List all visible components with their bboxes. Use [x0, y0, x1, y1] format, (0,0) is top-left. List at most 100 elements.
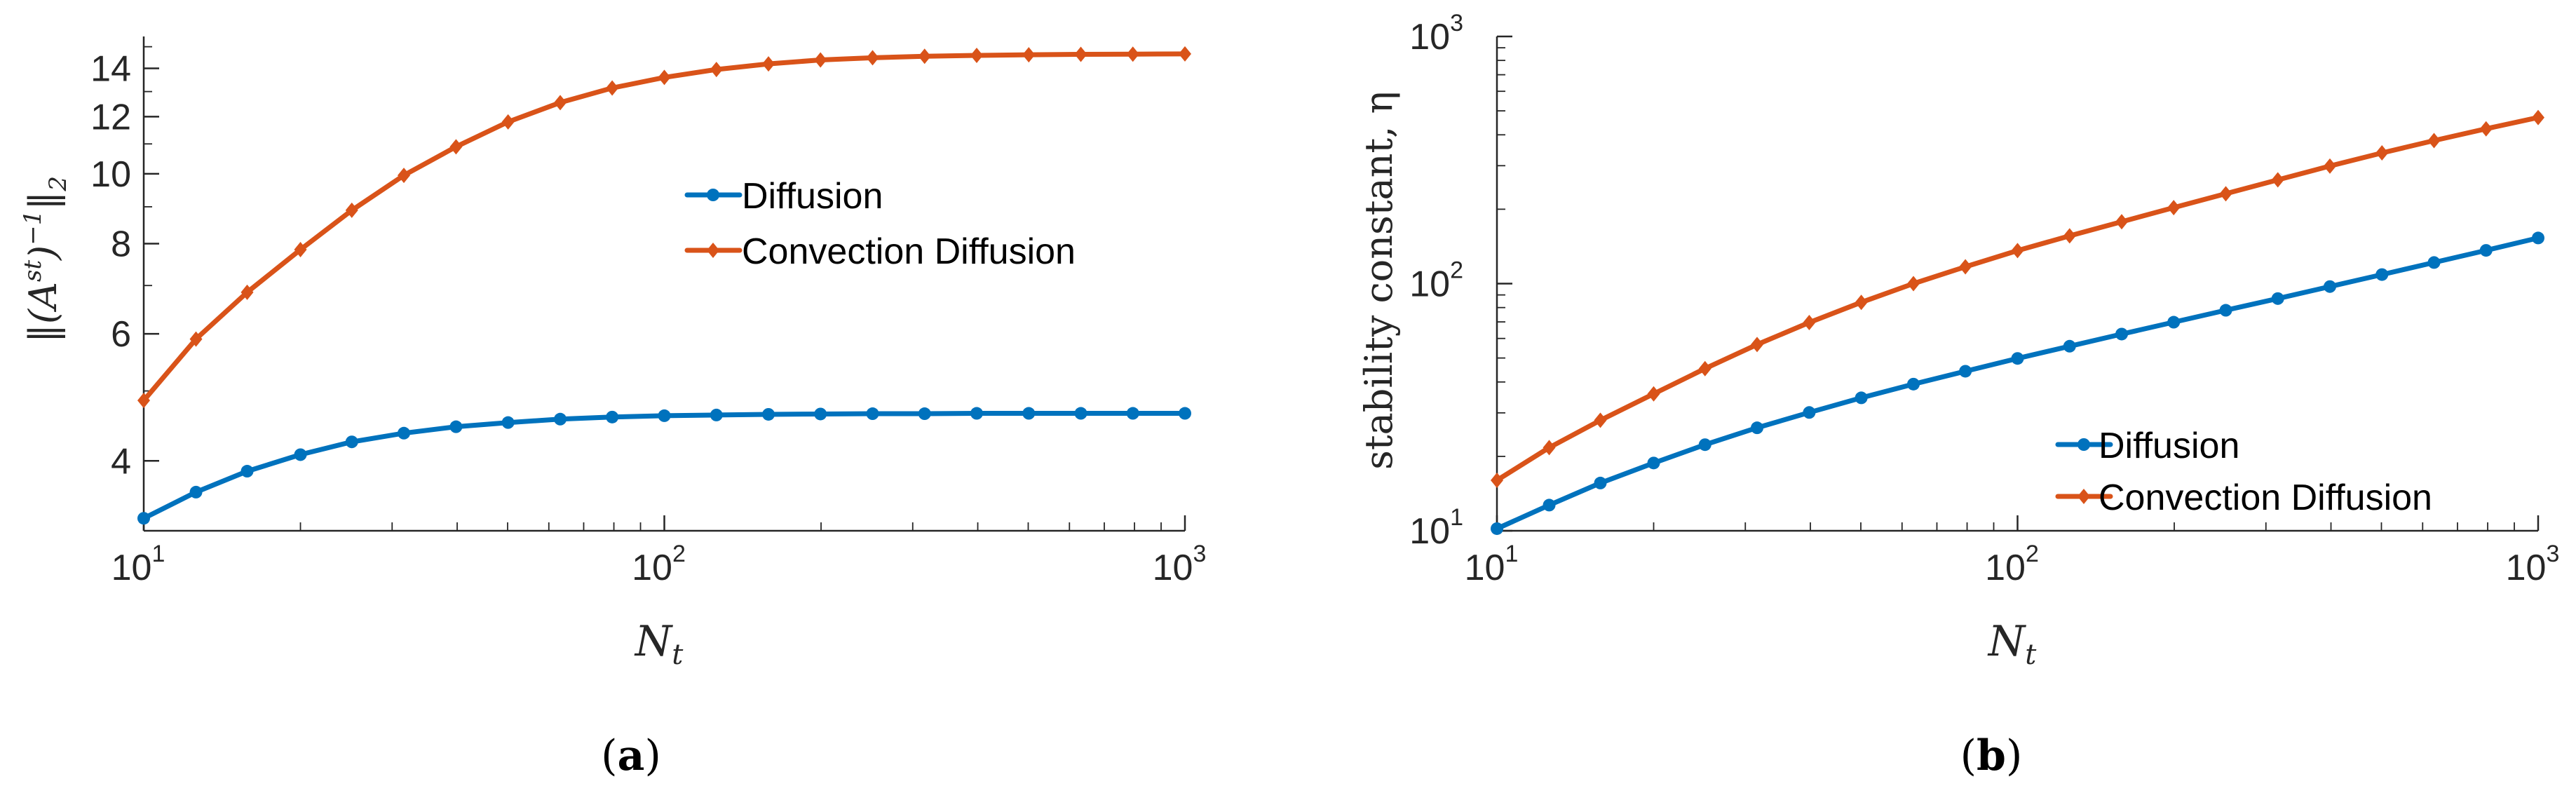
series-line-diffusion [141, 411, 1188, 521]
data-point-convection-diffusion [866, 50, 879, 66]
x-tick-base: 10 [1985, 548, 2026, 588]
data-point-diffusion [606, 410, 619, 423]
panel-label-a-letter: a [618, 731, 645, 780]
legend-b: Diffusion Convection Diffusion [2055, 426, 2432, 518]
ylabel-a-open: ‖(A [21, 282, 65, 343]
x-tick-base: 10 [2506, 548, 2547, 588]
data-point-diffusion [501, 416, 515, 429]
x-axis-label-a: Nt [634, 617, 684, 671]
data-point-diffusion [1543, 499, 1556, 512]
data-point-diffusion [2219, 304, 2232, 317]
data-point-diffusion [918, 407, 931, 421]
panel-label-a-close: ) [644, 731, 660, 780]
y-tick-label: 6 [111, 314, 131, 355]
data-point-convection-diffusion [398, 168, 411, 184]
data-point-convection-diffusion [606, 80, 619, 96]
x-axis-label-b: Nt [1987, 617, 2038, 671]
data-point-convection-diffusion [1074, 46, 1087, 62]
data-point-diffusion [137, 512, 150, 525]
data-point-convection-diffusion [1491, 473, 1503, 489]
data-point-diffusion [2532, 231, 2544, 245]
x-tick-base: 10 [111, 548, 152, 588]
data-point-diffusion [2479, 244, 2493, 257]
data-point-diffusion [1959, 365, 1972, 378]
data-point-diffusion [658, 409, 671, 422]
data-point-diffusion [762, 407, 775, 421]
data-point-diffusion [1647, 456, 1660, 470]
x-tick-label: 103 [2506, 541, 2560, 588]
data-point-convection-diffusion [2219, 186, 2232, 202]
y-tick-label: 103 [1409, 10, 1463, 57]
y-tick-base: 10 [1409, 511, 1450, 552]
data-point-convection-diffusion [1751, 337, 1764, 353]
x-tick-label: 101 [111, 541, 165, 588]
ylabel-a-sup2: −1 [19, 210, 47, 245]
data-point-diffusion [2167, 316, 2181, 329]
legend-entry-convection-diffusion: Convection Diffusion [742, 231, 1076, 272]
legend-entry-diffusion: Diffusion [2099, 426, 2239, 466]
svg-text:‖(Ast)−1‖2: ‖(Ast)−1‖2 [19, 176, 72, 343]
x-tick-exponent: 1 [151, 541, 165, 567]
data-point-convection-diffusion [2375, 145, 2389, 161]
data-point-convection-diffusion [501, 114, 515, 130]
x-tick-label: 102 [1985, 541, 2039, 588]
legend-entry-diffusion: Diffusion [742, 176, 883, 217]
data-point-convection-diffusion [970, 48, 983, 64]
x-tick-label: 102 [632, 541, 686, 588]
y-tick-base: 10 [1409, 17, 1450, 57]
data-point-convection-diffusion [2271, 172, 2284, 188]
data-point-convection-diffusion [449, 139, 463, 155]
panel-label-b-open: ( [1960, 731, 1977, 780]
data-point-convection-diffusion [1855, 294, 1868, 311]
data-point-convection-diffusion [2427, 133, 2441, 149]
panel-label-b-close: ) [2006, 731, 2022, 780]
y-tick-exponent: 3 [1450, 10, 1463, 36]
data-point-convection-diffusion [762, 56, 775, 72]
legend-swatch-convection-marker [707, 243, 719, 258]
x-tick-label: 103 [1153, 541, 1207, 588]
legend-entry-convection-diffusion: Convection Diffusion [2099, 477, 2432, 518]
legend-swatch-diffusion-marker [707, 189, 719, 201]
y-tick-label: 4 [111, 441, 131, 482]
data-point-diffusion [398, 426, 411, 440]
legend-swatch-convection-marker [2077, 489, 2090, 504]
data-point-diffusion [1594, 476, 1607, 489]
panel-label-b-letter: b [1977, 731, 2006, 780]
series-line-convection-diffusion [1494, 115, 2541, 483]
data-point-convection-diffusion [345, 202, 358, 218]
data-point-convection-diffusion [2323, 158, 2336, 174]
x-tick-exponent: 1 [1505, 541, 1518, 567]
data-point-diffusion [240, 465, 254, 478]
data-point-diffusion [2271, 292, 2284, 305]
data-point-convection-diffusion [1698, 360, 1711, 377]
data-point-convection-diffusion [2011, 243, 2024, 259]
data-point-diffusion [1074, 407, 1087, 420]
data-point-convection-diffusion [814, 52, 827, 68]
data-point-diffusion [1751, 421, 1764, 435]
data-point-diffusion [970, 407, 983, 420]
x-tick-exponent: 3 [2546, 541, 2559, 567]
data-point-diffusion [2063, 339, 2076, 353]
x-tick-exponent: 2 [2026, 541, 2039, 567]
x-tick-exponent: 2 [672, 541, 686, 567]
data-point-convection-diffusion [1543, 440, 1556, 456]
data-point-convection-diffusion [658, 69, 671, 86]
data-point-convection-diffusion [2115, 214, 2129, 230]
x-tick-base: 10 [632, 548, 672, 588]
data-point-convection-diffusion [2167, 200, 2181, 216]
y-tick-label: 10 [90, 154, 131, 195]
data-point-diffusion [1907, 377, 1920, 391]
y-axis-label-a: ‖(Ast)−1‖2 [19, 176, 72, 343]
data-point-diffusion [1855, 391, 1868, 405]
data-point-diffusion [294, 448, 307, 461]
data-point-convection-diffusion [2063, 228, 2076, 244]
data-point-convection-diffusion [137, 393, 150, 409]
data-point-convection-diffusion [1803, 314, 1816, 330]
data-point-diffusion [2115, 327, 2129, 341]
y-tick-label: 101 [1409, 504, 1463, 552]
ylabel-a-close: ‖ [21, 191, 65, 210]
